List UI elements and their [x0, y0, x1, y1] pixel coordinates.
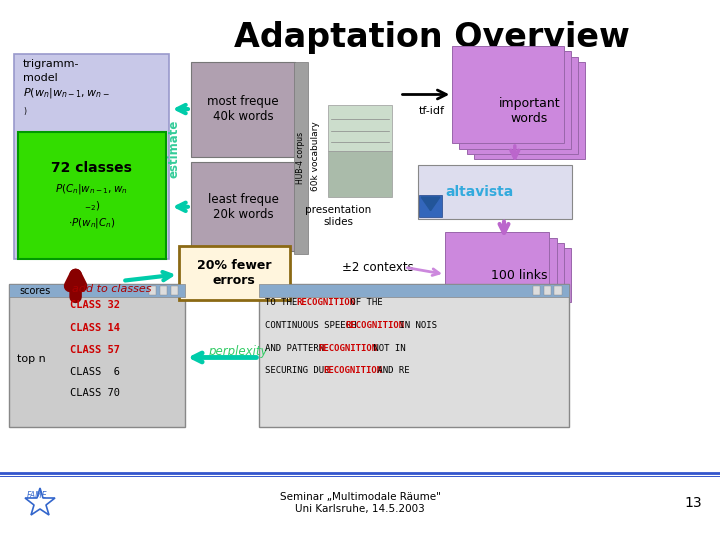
Text: perplexity: perplexity — [208, 345, 267, 357]
Text: altavista: altavista — [445, 185, 513, 199]
Text: estimate: estimate — [168, 119, 181, 178]
Text: add to classes: add to classes — [72, 284, 151, 294]
Text: CLASS 57: CLASS 57 — [70, 345, 120, 355]
Bar — [149, 286, 156, 295]
Bar — [179, 246, 290, 300]
Text: HUB-4 corpus: HUB-4 corpus — [297, 132, 305, 184]
Text: 100 links: 100 links — [490, 269, 547, 282]
Text: CLASS  6: CLASS 6 — [70, 367, 120, 376]
Bar — [459, 51, 571, 148]
Text: Seminar „Multimodale Räume": Seminar „Multimodale Räume" — [279, 492, 441, 502]
Polygon shape — [421, 197, 440, 211]
Bar — [544, 286, 551, 295]
Text: important
words: important words — [499, 97, 560, 125]
Text: CLASS 14: CLASS 14 — [70, 323, 120, 333]
Text: TO THE: TO THE — [265, 298, 302, 307]
Bar — [445, 232, 549, 286]
Text: RECOGNITION: RECOGNITION — [346, 321, 405, 330]
Text: FAME: FAME — [27, 491, 48, 500]
Bar — [554, 286, 562, 295]
Bar — [452, 46, 564, 143]
Text: tf-idf: tf-idf — [419, 106, 445, 116]
Bar — [474, 62, 585, 159]
Text: 13: 13 — [685, 496, 702, 510]
Text: top n: top n — [17, 354, 46, 364]
Text: $P(C_n|w_{n-1},w_n$
$_{-2})$
$\cdot P(w_n|C_n)$: $P(C_n|w_{n-1},w_n$ $_{-2})$ $\cdot P(w_… — [55, 182, 128, 230]
Bar — [419, 195, 442, 217]
Bar — [9, 284, 185, 297]
Text: presentation
slides: presentation slides — [305, 205, 372, 227]
Bar — [328, 105, 392, 151]
Text: RECOGNITION: RECOGNITION — [323, 367, 382, 375]
Bar — [191, 162, 295, 251]
Text: Adaptation Overview: Adaptation Overview — [234, 21, 630, 55]
Text: least freque
20k words: least freque 20k words — [207, 193, 279, 220]
Text: CLASS 32: CLASS 32 — [70, 300, 120, 310]
Text: ±2 contexts: ±2 contexts — [342, 261, 414, 274]
Bar — [171, 286, 178, 295]
Text: SECURING DUE: SECURING DUE — [265, 367, 335, 375]
Bar — [467, 57, 578, 154]
Text: Uni Karlsruhe, 14.5.2003: Uni Karlsruhe, 14.5.2003 — [295, 504, 425, 514]
Text: most freque
40k words: most freque 40k words — [207, 96, 279, 123]
Text: trigramm-
model
$P(w_n|w_{n-1},w_{n-}$
$_{)}$: trigramm- model $P(w_n|w_{n-1},w_{n-}$ $… — [23, 59, 110, 118]
Bar — [452, 238, 557, 292]
Bar — [160, 286, 167, 295]
Bar — [191, 62, 295, 157]
Bar — [328, 151, 392, 197]
Bar — [533, 286, 540, 295]
Text: 72 classes: 72 classes — [51, 161, 132, 175]
Bar — [259, 284, 569, 427]
Text: NOT IN: NOT IN — [368, 344, 405, 353]
Bar — [467, 248, 571, 302]
Text: RECOGNITION: RECOGNITION — [318, 344, 378, 353]
Bar — [418, 165, 572, 219]
Bar — [259, 284, 569, 297]
Text: CLASS 70: CLASS 70 — [70, 388, 120, 398]
Text: OF THE: OF THE — [346, 298, 383, 307]
Text: scores: scores — [19, 286, 50, 295]
Bar — [14, 54, 169, 259]
Bar — [459, 243, 564, 297]
Text: AND RE: AND RE — [372, 367, 410, 375]
Text: 60k vocabulary: 60k vocabulary — [311, 122, 320, 192]
Text: AND PATTERN: AND PATTERN — [265, 344, 330, 353]
Text: CONTINUOUS SPEECH: CONTINUOUS SPEECH — [265, 321, 361, 330]
Text: RECOGNITION: RECOGNITION — [296, 298, 356, 307]
Bar — [294, 62, 308, 254]
Bar — [9, 284, 185, 427]
Bar — [18, 132, 166, 259]
Text: IN NOIS: IN NOIS — [395, 321, 438, 330]
Text: 20% fewer
errors: 20% fewer errors — [197, 259, 271, 287]
